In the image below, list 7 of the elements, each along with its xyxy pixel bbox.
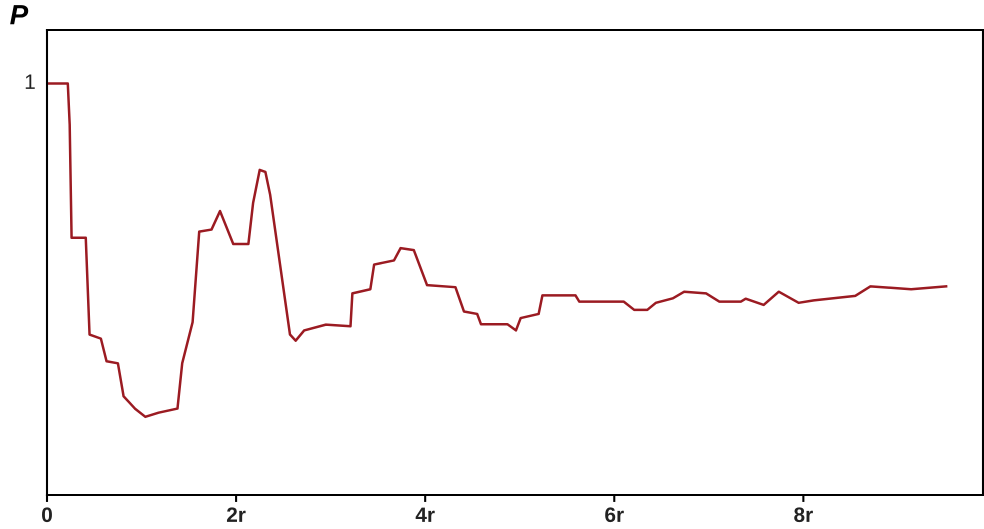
x-tick-label: 6r — [605, 507, 624, 522]
x-tick-label: 4r — [416, 508, 435, 522]
y-axis-title: P — [10, 5, 28, 24]
text: 1 — [26, 74, 35, 89]
x-tick-label: 0 — [42, 507, 52, 522]
x-tick-label: 2r — [226, 507, 246, 522]
x-tick-label: 8r — [794, 507, 813, 522]
